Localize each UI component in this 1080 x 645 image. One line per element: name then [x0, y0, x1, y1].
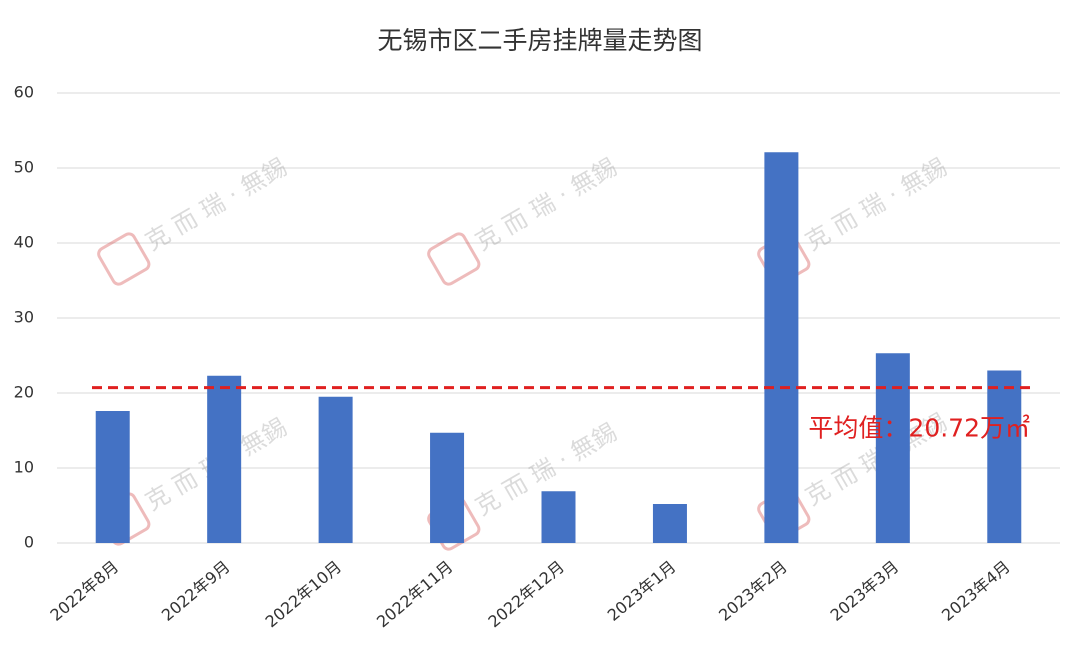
bar: [652, 504, 687, 543]
y-tick-label: 40: [14, 233, 34, 252]
watermark-seal: [97, 232, 151, 286]
y-tick-label: 10: [14, 458, 34, 477]
y-tick-label: 0: [24, 533, 34, 552]
bar: [764, 152, 799, 543]
x-tick-label: 2022年11月: [373, 557, 457, 631]
y-tick-label: 30: [14, 308, 34, 327]
watermark-seal: [427, 232, 481, 286]
y-tick-label: 20: [14, 383, 34, 402]
bar: [987, 370, 1022, 543]
bar: [95, 411, 130, 543]
chart-title: 无锡市区二手房挂牌量走势图: [377, 26, 702, 55]
bar: [875, 353, 910, 543]
x-tick-label: 2023年2月: [715, 557, 791, 625]
y-tick-label: 50: [14, 158, 34, 177]
watermark: 克 而 瑞 · 無錫: [97, 153, 292, 286]
x-tick-label: 2022年12月: [484, 557, 568, 631]
x-tick-label: 2023年1月: [604, 557, 680, 625]
y-tick-label: 60: [14, 83, 34, 102]
x-tick-label: 2022年10月: [262, 557, 346, 631]
x-tick-label: 2023年3月: [827, 557, 903, 625]
x-tick-label: 2023年4月: [938, 557, 1014, 625]
x-tick-label: 2022年9月: [158, 557, 234, 625]
bar: [318, 396, 353, 543]
watermark: 克 而 瑞 · 無錫: [427, 153, 622, 286]
x-tick-label: 2022年8月: [46, 557, 122, 625]
bar: [541, 491, 576, 543]
bar: [430, 432, 465, 543]
bar: [207, 375, 242, 543]
average-label: 平均值：20.72万㎡: [808, 414, 1030, 443]
